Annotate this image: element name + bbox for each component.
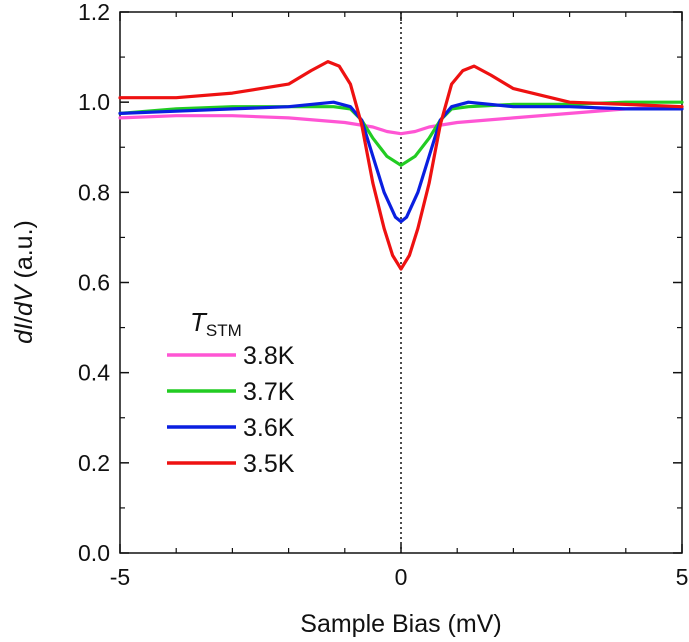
tick-layer: 0.0 0.2 0.4 0.6 0.8 1.0 1.2 -5 0 5	[78, 0, 688, 590]
series-line-1	[118, 105, 684, 136]
legend-label-3: 3.6K	[243, 414, 295, 442]
y-axis-label: dI/dV (a.u.)	[10, 220, 38, 344]
y-tick-label: 0.4	[78, 360, 110, 386]
y-axis-label-part-2: /	[10, 316, 38, 323]
legend-title: TSTM	[190, 307, 242, 340]
series-line-4	[118, 59, 684, 271]
series-layer	[118, 59, 684, 271]
y-axis-label-part-4: (a.u.)	[10, 220, 38, 285]
y-tick-label: 0.2	[78, 450, 110, 476]
x-tick-label: 0	[395, 564, 408, 590]
y-tick-label: 1.2	[78, 0, 110, 25]
legend-title-main: T	[190, 307, 208, 337]
y-tick-label: 0.6	[78, 270, 110, 296]
legend-label-4: 3.5K	[243, 450, 295, 478]
y-tick-label: 0.8	[78, 179, 110, 205]
legend-label-2: 3.7K	[243, 378, 295, 406]
x-tick-label: 5	[676, 564, 689, 590]
x-tick-label: -5	[110, 564, 130, 590]
y-tick-label: 0.0	[78, 540, 110, 566]
series-line-3	[118, 100, 684, 224]
y-tick-label: 1.0	[78, 89, 110, 115]
y-axis-label-part-1: dI	[10, 323, 38, 344]
x-axis-label: Sample Bias (mV)	[300, 610, 501, 638]
legend-title-sub: STM	[206, 321, 242, 340]
y-axis-label-part-3: dV	[10, 283, 38, 316]
legend-label-1: 3.8K	[243, 342, 295, 370]
